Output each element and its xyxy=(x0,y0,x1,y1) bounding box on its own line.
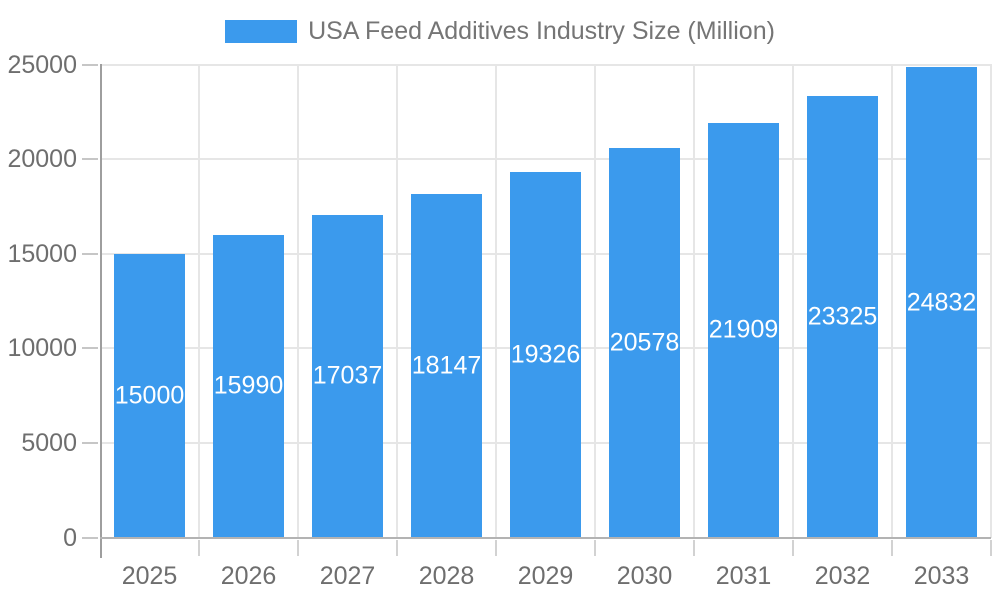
y-axis-tick-label: 5000 xyxy=(21,429,77,457)
bar-2028[interactable]: 18147 xyxy=(411,193,482,538)
legend-swatch xyxy=(225,19,298,43)
x-axis-tick-label: 2031 xyxy=(715,562,772,590)
y-gridline xyxy=(100,64,991,66)
x-axis-tick-label: 2026 xyxy=(220,562,277,590)
x-tick-mark xyxy=(396,540,398,556)
x-axis-tick-label: 2029 xyxy=(517,562,574,590)
bar-2033[interactable]: 24832 xyxy=(906,67,977,538)
x-gridline xyxy=(990,64,992,538)
y-gridline xyxy=(100,158,991,160)
x-tick-mark xyxy=(297,540,299,556)
x-gridline xyxy=(297,64,299,538)
bar-value-label: 23325 xyxy=(807,302,878,331)
x-gridline xyxy=(396,64,398,538)
y-tick-mark xyxy=(82,537,98,539)
y-axis-tick-label: 25000 xyxy=(7,51,77,79)
x-tick-mark xyxy=(990,540,992,556)
x-tick-mark xyxy=(495,540,497,556)
bar-value-label: 15990 xyxy=(213,371,284,400)
x-gridline xyxy=(891,64,893,538)
x-gridline xyxy=(693,64,695,538)
y-axis-tick-label: 20000 xyxy=(7,145,77,173)
x-tick-mark xyxy=(792,540,794,556)
y-tick-mark xyxy=(82,347,98,349)
bar-value-label: 18147 xyxy=(411,351,482,380)
bar-2025[interactable]: 15000 xyxy=(114,253,185,538)
x-gridline xyxy=(594,64,596,538)
y-tick-mark xyxy=(82,253,98,255)
bar-value-label: 24832 xyxy=(906,288,977,317)
legend-label: USA Feed Additives Industry Size (Millio… xyxy=(308,16,775,45)
bar-value-label: 17037 xyxy=(312,361,383,390)
x-tick-mark xyxy=(198,540,200,556)
bar-value-label: 19326 xyxy=(510,340,581,369)
bar-2031[interactable]: 21909 xyxy=(708,122,779,538)
bar-2026[interactable]: 15990 xyxy=(213,234,284,538)
bar-2032[interactable]: 23325 xyxy=(807,95,878,538)
plot-area: 0 5000 10000 15000 20000 25000 15000 15990 17037… xyxy=(7,51,992,590)
x-axis-tick-label: 2027 xyxy=(319,562,376,590)
y-axis-line xyxy=(100,64,102,558)
bar-value-label: 15000 xyxy=(114,381,185,410)
x-axis-tick-label: 2033 xyxy=(913,562,970,590)
y-tick-mark xyxy=(82,64,98,66)
y-tick-mark xyxy=(82,158,98,160)
x-axis-tick-label: 2030 xyxy=(616,562,673,590)
x-gridline xyxy=(495,64,497,538)
bar-value-label: 21909 xyxy=(708,315,779,344)
y-axis-tick-label: 10000 xyxy=(7,334,77,362)
bar-2029[interactable]: 19326 xyxy=(510,171,581,538)
y-axis-tick-label: 15000 xyxy=(7,240,77,268)
x-gridline xyxy=(792,64,794,538)
y-tick-mark xyxy=(82,442,98,444)
x-tick-mark xyxy=(693,540,695,556)
bar-2027[interactable]: 17037 xyxy=(312,214,383,538)
x-axis-line xyxy=(100,537,991,539)
x-axis-tick-label: 2025 xyxy=(121,562,178,590)
y-axis-tick-label: 0 xyxy=(63,524,77,552)
bar-2030[interactable]: 20578 xyxy=(609,147,680,538)
x-gridline xyxy=(198,64,200,538)
legend[interactable]: USA Feed Additives Industry Size (Millio… xyxy=(0,14,1000,48)
x-tick-mark xyxy=(594,540,596,556)
x-tick-mark xyxy=(891,540,893,556)
x-axis-tick-label: 2028 xyxy=(418,562,475,590)
x-axis-tick-label: 2032 xyxy=(814,562,871,590)
bar-value-label: 20578 xyxy=(609,328,680,357)
